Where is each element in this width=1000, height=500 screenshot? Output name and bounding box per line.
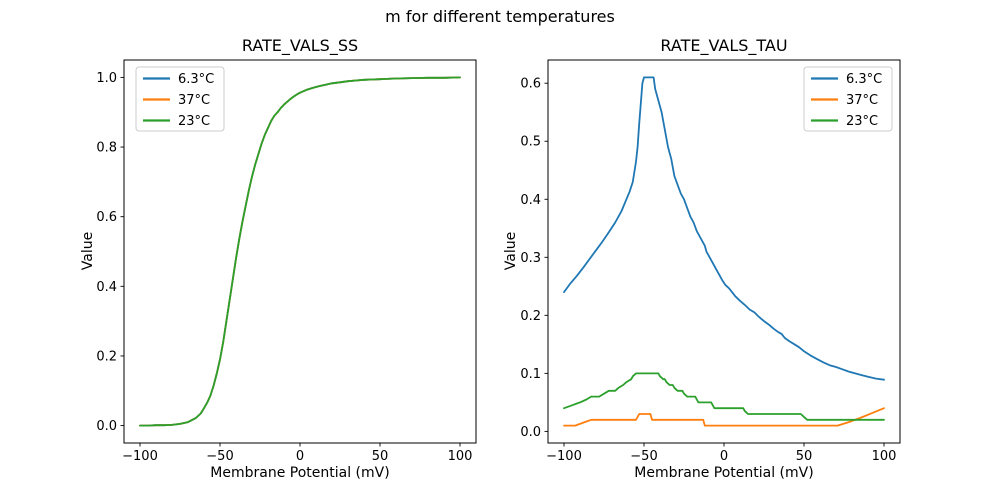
series-line-2 [139, 76, 461, 427]
y-tick-label: 0.8 [96, 141, 117, 156]
y-axis-label-ss: Value [80, 231, 96, 271]
legend-label: 23°C [846, 114, 878, 129]
series-line-0 [563, 76, 885, 381]
x-tick-label: 0 [720, 449, 728, 464]
y-tick-label: 0.5 [520, 135, 541, 150]
x-axis-label-ss: Membrane Potential (mV) [210, 465, 390, 481]
y-tick-label: 0.0 [96, 419, 117, 434]
subplot-title-tau: RATE_VALS_TAU [660, 36, 788, 55]
axes-frame [123, 59, 477, 444]
y-tick-label: 0.4 [96, 280, 117, 295]
y-tick-label: 0.6 [520, 77, 541, 92]
y-tick-label: 0.3 [520, 251, 541, 266]
legend-box [803, 66, 893, 132]
x-axis-label-tau: Membrane Potential (mV) [634, 465, 814, 481]
x-tick-label: −100 [546, 449, 582, 464]
subplot-ss: −100 −50 0 50 100 0.0 0.2 0.4 0.6 0.8 1.0 6.3°C 37°C… [96, 59, 477, 464]
x-tick-label: 0 [296, 449, 304, 464]
series-line-1 [563, 407, 885, 427]
y-tick-label: 0.6 [96, 210, 117, 225]
y-tick-label: 0.1 [520, 367, 541, 382]
y-tick-label: 1.0 [96, 71, 117, 86]
subplot-title-ss: RATE_VALS_SS [241, 36, 359, 55]
x-tick-label: 100 [448, 449, 473, 464]
axes-frame [547, 59, 901, 444]
y-tick-label: 0.2 [520, 309, 541, 324]
legend-label: 37°C [846, 93, 878, 108]
legend-label: 23°C [178, 114, 210, 129]
y-tick-label: 0.0 [520, 425, 541, 440]
x-tick-label: −50 [630, 449, 657, 464]
x-tick-label: 50 [796, 449, 813, 464]
y-axis-label-tau: Value [503, 231, 519, 271]
legend-label: 37°C [178, 93, 210, 108]
series-line-2 [563, 372, 885, 421]
legend-label: 6.3°C [846, 72, 882, 87]
x-tick-label: −100 [122, 449, 158, 464]
legend-label: 6.3°C [178, 72, 214, 87]
x-tick-label: 100 [872, 449, 897, 464]
figure-suptitle: m for different temperatures [385, 7, 615, 26]
x-tick-label: 50 [372, 449, 389, 464]
legend-box [135, 66, 225, 132]
y-tick-label: 0.4 [520, 193, 541, 208]
subplot-tau: −100 −50 0 50 100 0.0 0.1 0.2 0.3 0.4 0.5 0.6 6.3°C 3… [520, 59, 901, 464]
y-tick-label: 0.2 [96, 349, 117, 364]
x-tick-label: −50 [206, 449, 233, 464]
